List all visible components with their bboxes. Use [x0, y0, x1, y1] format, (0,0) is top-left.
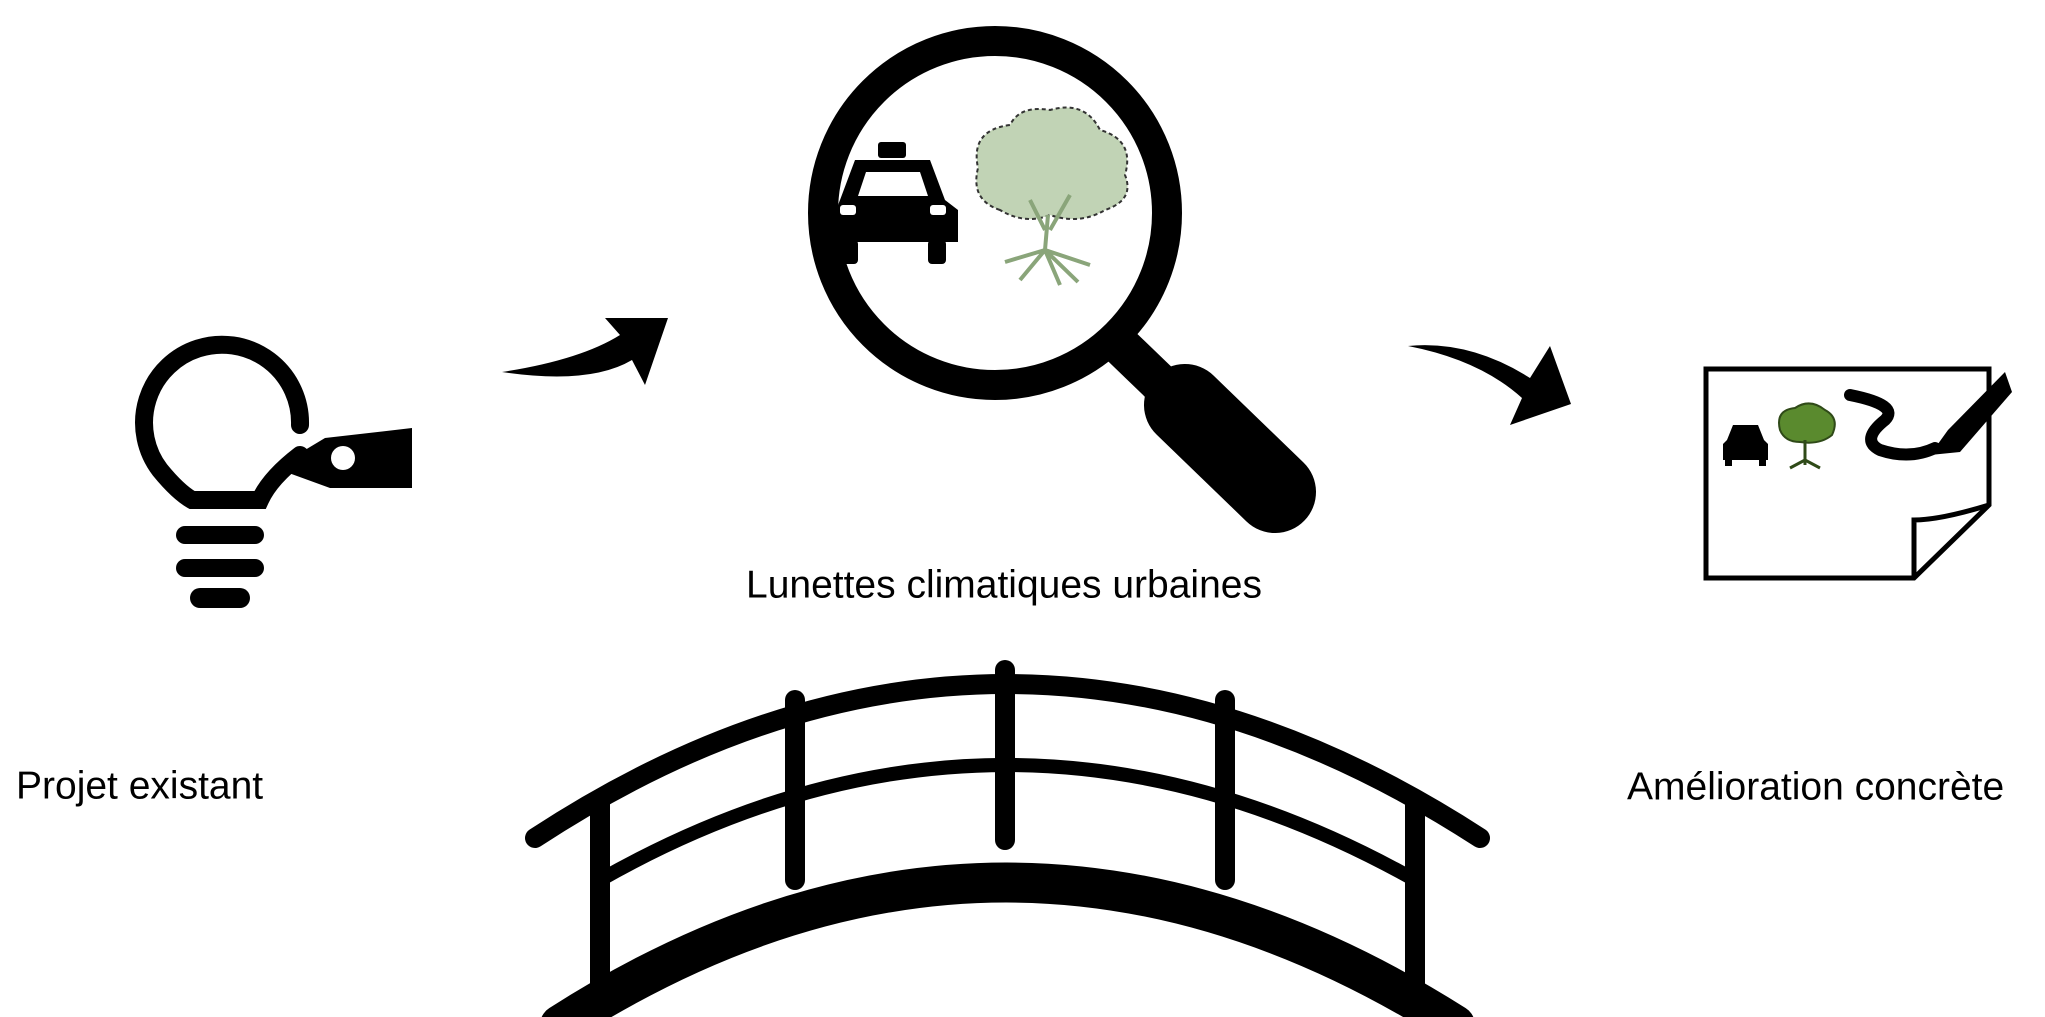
- node-label: Amélioration concrète: [1627, 765, 2004, 808]
- lightbulb-icon: [144, 345, 412, 598]
- magnifier-icon: [823, 41, 1275, 492]
- diagram: Projet existant Lunettes climatiques urb…: [0, 0, 2045, 1017]
- arrow: [1408, 345, 1571, 425]
- document-icon: [1706, 369, 2012, 578]
- bridge-icon: [535, 670, 1480, 1017]
- arrow: [502, 318, 668, 385]
- node-label: Lunettes climatiques urbaines: [746, 563, 1262, 606]
- node-label: Projet existant: [16, 764, 263, 807]
